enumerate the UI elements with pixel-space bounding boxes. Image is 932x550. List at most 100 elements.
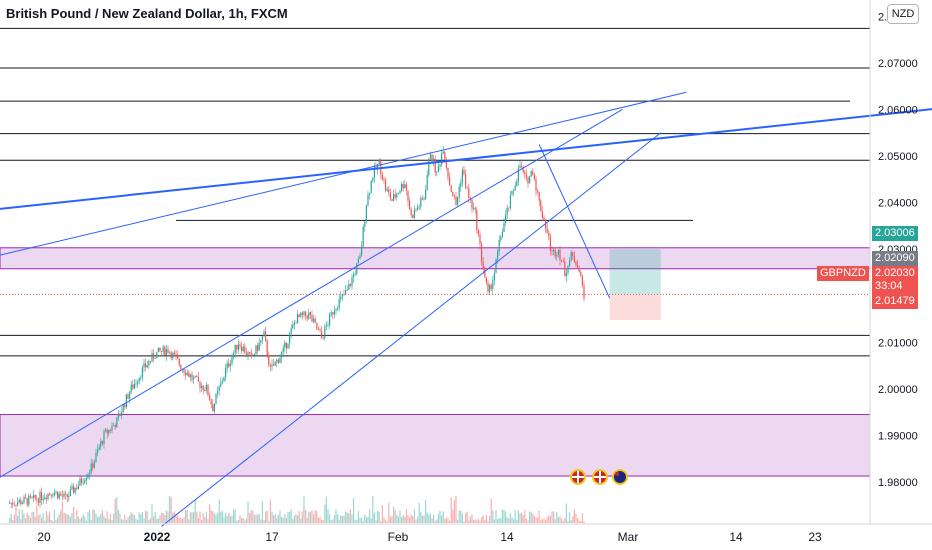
candle-body[interactable]: [121, 412, 123, 416]
candle-body[interactable]: [317, 329, 319, 330]
candle-body[interactable]: [215, 393, 217, 404]
candle-body[interactable]: [506, 207, 508, 216]
candle-body[interactable]: [583, 285, 585, 300]
candle-body[interactable]: [103, 431, 105, 444]
candle-body[interactable]: [447, 167, 449, 178]
candle-body[interactable]: [173, 352, 175, 355]
candle-body[interactable]: [85, 478, 87, 481]
candle-body[interactable]: [177, 356, 179, 359]
candle-body[interactable]: [569, 259, 571, 267]
candle-body[interactable]: [25, 497, 27, 499]
candle-body[interactable]: [101, 441, 103, 444]
candle-body[interactable]: [429, 154, 431, 160]
candle-body[interactable]: [394, 194, 396, 198]
candle-body[interactable]: [297, 314, 299, 324]
candle-body[interactable]: [532, 171, 534, 175]
candle-body[interactable]: [509, 195, 511, 209]
candle-body[interactable]: [365, 205, 367, 222]
trendline[interactable]: [0, 109, 623, 491]
candle-body[interactable]: [15, 504, 17, 506]
candle-body[interactable]: [220, 382, 222, 387]
stop-loss-box[interactable]: [609, 294, 661, 320]
candle-body[interactable]: [13, 504, 15, 506]
candle-body[interactable]: [341, 294, 343, 297]
candle-body[interactable]: [578, 267, 580, 272]
candle-body[interactable]: [468, 188, 470, 199]
candle-body[interactable]: [41, 491, 43, 501]
candle-body[interactable]: [140, 377, 142, 379]
candle-body[interactable]: [309, 312, 311, 315]
candle-body[interactable]: [572, 252, 574, 257]
candle-body[interactable]: [370, 180, 372, 193]
candle-body[interactable]: [345, 290, 347, 295]
candle-body[interactable]: [82, 482, 84, 484]
currency-badge[interactable]: NZD: [887, 4, 919, 24]
candle-body[interactable]: [9, 502, 11, 504]
candle-body[interactable]: [73, 486, 75, 493]
candle-body[interactable]: [20, 499, 22, 505]
candle-body[interactable]: [231, 357, 233, 364]
candle-body[interactable]: [401, 183, 403, 192]
candle-body[interactable]: [132, 384, 134, 389]
candle-body[interactable]: [255, 345, 257, 355]
candle-body[interactable]: [580, 271, 582, 276]
candle-body[interactable]: [492, 280, 494, 289]
candle-body[interactable]: [525, 173, 527, 178]
candle-body[interactable]: [167, 349, 169, 353]
candle-body[interactable]: [369, 192, 371, 195]
candle-body[interactable]: [44, 497, 46, 500]
candle-body[interactable]: [535, 179, 537, 191]
candle-body[interactable]: [149, 361, 151, 363]
candle-body[interactable]: [335, 309, 337, 311]
candle-body[interactable]: [29, 495, 31, 497]
supply-demand-zone[interactable]: [0, 414, 871, 477]
candle-body[interactable]: [516, 181, 518, 186]
candle-body[interactable]: [287, 343, 289, 349]
candle-body[interactable]: [247, 352, 249, 355]
candle-body[interactable]: [305, 311, 307, 316]
candle-body[interactable]: [540, 200, 542, 212]
candle-body[interactable]: [426, 175, 428, 190]
candle-body[interactable]: [28, 495, 30, 505]
candle-body[interactable]: [185, 372, 187, 376]
candle-body[interactable]: [298, 314, 300, 317]
candle-body[interactable]: [226, 363, 228, 369]
candle-body[interactable]: [164, 346, 166, 356]
candle-body[interactable]: [229, 363, 231, 367]
candle-body[interactable]: [556, 254, 558, 257]
candle-body[interactable]: [161, 351, 163, 352]
candle-body[interactable]: [117, 414, 119, 418]
candle-body[interactable]: [386, 189, 388, 191]
candle-body[interactable]: [407, 190, 409, 201]
candle-body[interactable]: [225, 368, 227, 378]
candle-body[interactable]: [71, 486, 73, 490]
candle-body[interactable]: [159, 347, 161, 352]
candle-body[interactable]: [52, 495, 54, 497]
candle-body[interactable]: [290, 328, 292, 334]
candle-body[interactable]: [183, 369, 185, 373]
candle-body[interactable]: [253, 354, 255, 356]
candle-body[interactable]: [17, 502, 19, 506]
candle-body[interactable]: [68, 496, 70, 498]
candle-body[interactable]: [90, 463, 92, 473]
candle-body[interactable]: [533, 174, 535, 180]
candle-body[interactable]: [303, 311, 305, 315]
candle-body[interactable]: [244, 346, 246, 353]
candle-body[interactable]: [543, 217, 545, 221]
candle-body[interactable]: [412, 214, 414, 218]
candle-body[interactable]: [106, 429, 108, 434]
candle-body[interactable]: [125, 394, 127, 408]
candle-body[interactable]: [564, 262, 566, 277]
candle-body[interactable]: [105, 429, 107, 432]
candle-body[interactable]: [293, 322, 295, 325]
candle-body[interactable]: [178, 358, 180, 365]
candle-body[interactable]: [450, 185, 452, 192]
candle-body[interactable]: [76, 487, 78, 489]
candle-body[interactable]: [92, 463, 94, 468]
candle-body[interactable]: [306, 315, 308, 319]
candle-body[interactable]: [258, 342, 260, 351]
candle-body[interactable]: [337, 308, 339, 310]
candle-body[interactable]: [511, 191, 513, 196]
candle-body[interactable]: [338, 299, 340, 309]
